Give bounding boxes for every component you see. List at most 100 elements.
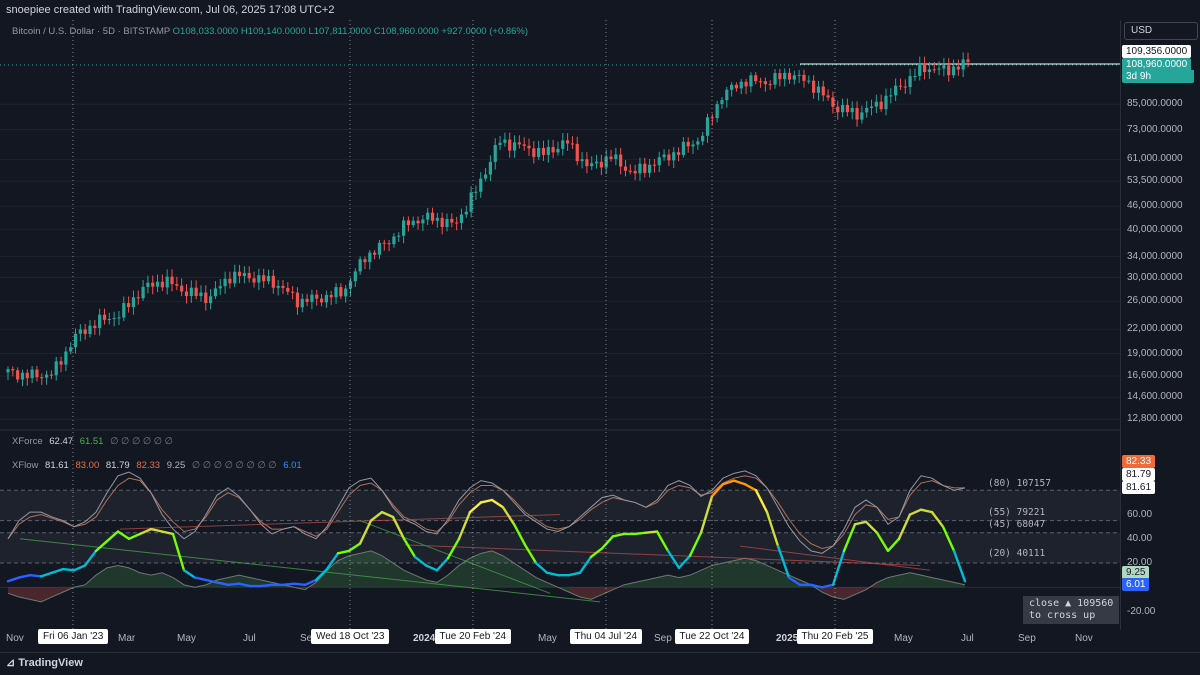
flow-segment [699,495,714,534]
flow-segment [919,508,934,514]
flow-segment [171,532,186,572]
high-price-line [0,63,1120,66]
flow-segment [512,523,527,547]
candle-body [614,154,618,159]
xflow-name: XFlow [12,460,39,471]
date-marker-label[interactable]: Thu 04 Jul '24 [569,629,643,644]
date-marker-label[interactable]: Tue 22 Oct '24 [674,629,750,644]
candle-body [281,285,285,288]
candle-body [20,372,25,380]
flow-segment [842,523,857,553]
candle-body [406,220,411,226]
price-tick: 19,000.0000 [1127,347,1183,359]
candle-body [450,218,454,223]
indicator-flow [6,479,967,589]
area-segment [30,587,41,602]
area-segment [624,582,635,588]
flow-segment [446,537,461,560]
flow-segment [567,571,582,577]
area-segment [52,587,63,597]
candle-body [170,276,174,285]
candle-body [16,370,20,380]
time-label: Sep [1018,633,1036,644]
candle-body [638,163,642,174]
flow-segment [457,510,472,540]
high-line-tag: 109,356.0000 [1122,45,1192,58]
flow-segment [369,510,384,522]
date-marker-label[interactable]: Thu 20 Feb '25 [796,629,874,644]
time-label: Nov [6,633,24,644]
candle-body [585,159,589,167]
flow-segment [149,527,164,533]
ind-tag-6-01: 6.01 [1122,578,1150,591]
candle-body [373,252,377,255]
price-axis[interactable] [1120,20,1200,630]
flow-segment [358,519,373,545]
flow-segment [754,489,769,514]
date-marker-label[interactable]: Wed 18 Oct '23 [311,629,390,644]
candle-body [604,156,608,168]
chart-canvas[interactable] [0,20,1120,630]
candle-body [310,294,314,302]
candle-body [479,178,483,192]
area-segment [745,558,756,588]
candle-body [223,278,227,287]
symbol-legend[interactable]: Bitcoin / U.S. Dollar · 5D · BITSTAMP O1… [12,26,528,37]
flow-segment [688,531,703,557]
area-segment [690,570,701,588]
flow-segment [710,483,725,498]
xforce-legend[interactable]: XForce 62.47 61.51 ∅ ∅ ∅ ∅ ∅ ∅ [12,436,173,447]
area-segment [514,563,525,588]
candle-body [141,286,145,299]
candle-body [705,117,710,136]
flow-segment [314,567,329,582]
candle-body [324,295,328,303]
flow-segment [941,525,956,553]
tradingview-logo[interactable]: ⊿ TradingView [6,656,83,669]
area-segment [525,570,536,588]
candle-body [575,143,579,162]
flow-segment [501,506,516,526]
candle-body [194,287,198,297]
flow-segment [281,582,296,587]
date-marker-label[interactable]: Fri 06 Jan '23 [38,629,109,644]
flow-segment [468,501,483,514]
candle-body [237,271,242,277]
candle-body [580,159,584,162]
candle-body [657,157,661,166]
candle-body [840,104,845,113]
area-segment [151,572,162,588]
candle-body [503,139,507,143]
candle-body [209,296,213,304]
area-segment [448,565,459,588]
candle-body [353,271,357,282]
flow-segment [303,578,318,587]
candle-body [305,298,309,302]
area-segment [910,572,921,588]
flow-segment [853,520,868,526]
candle-body [522,144,526,146]
flow-segment [743,483,758,492]
time-label: Sep [300,633,318,644]
candle-body [648,164,652,173]
area-segment [173,577,184,588]
candle-body [898,85,903,87]
flow-segment [831,549,846,587]
flow-segment [182,569,197,579]
candle-body [430,212,435,221]
candle-body [686,141,690,147]
date-marker-label[interactable]: Tue 20 Feb '24 [434,629,512,644]
candle-body [286,287,290,292]
currency-button[interactable]: USD [1124,22,1198,40]
flow-segment [589,547,604,559]
candle-body [696,141,700,145]
area-segment [393,563,404,588]
xflow-legend[interactable]: XFlow 81.61 83.00 81.79 82.33 9.25 ∅ ∅ ∅… [12,460,302,471]
candle-body [218,286,222,289]
ind-tag-81-61: 81.61 [1122,481,1156,494]
candle-body [937,68,941,70]
candle-body [691,144,695,147]
area-segment [8,587,19,597]
candle-body [816,86,821,93]
symbol-name: Bitcoin / U.S. Dollar · 5D · BITSTAMP [12,26,171,37]
